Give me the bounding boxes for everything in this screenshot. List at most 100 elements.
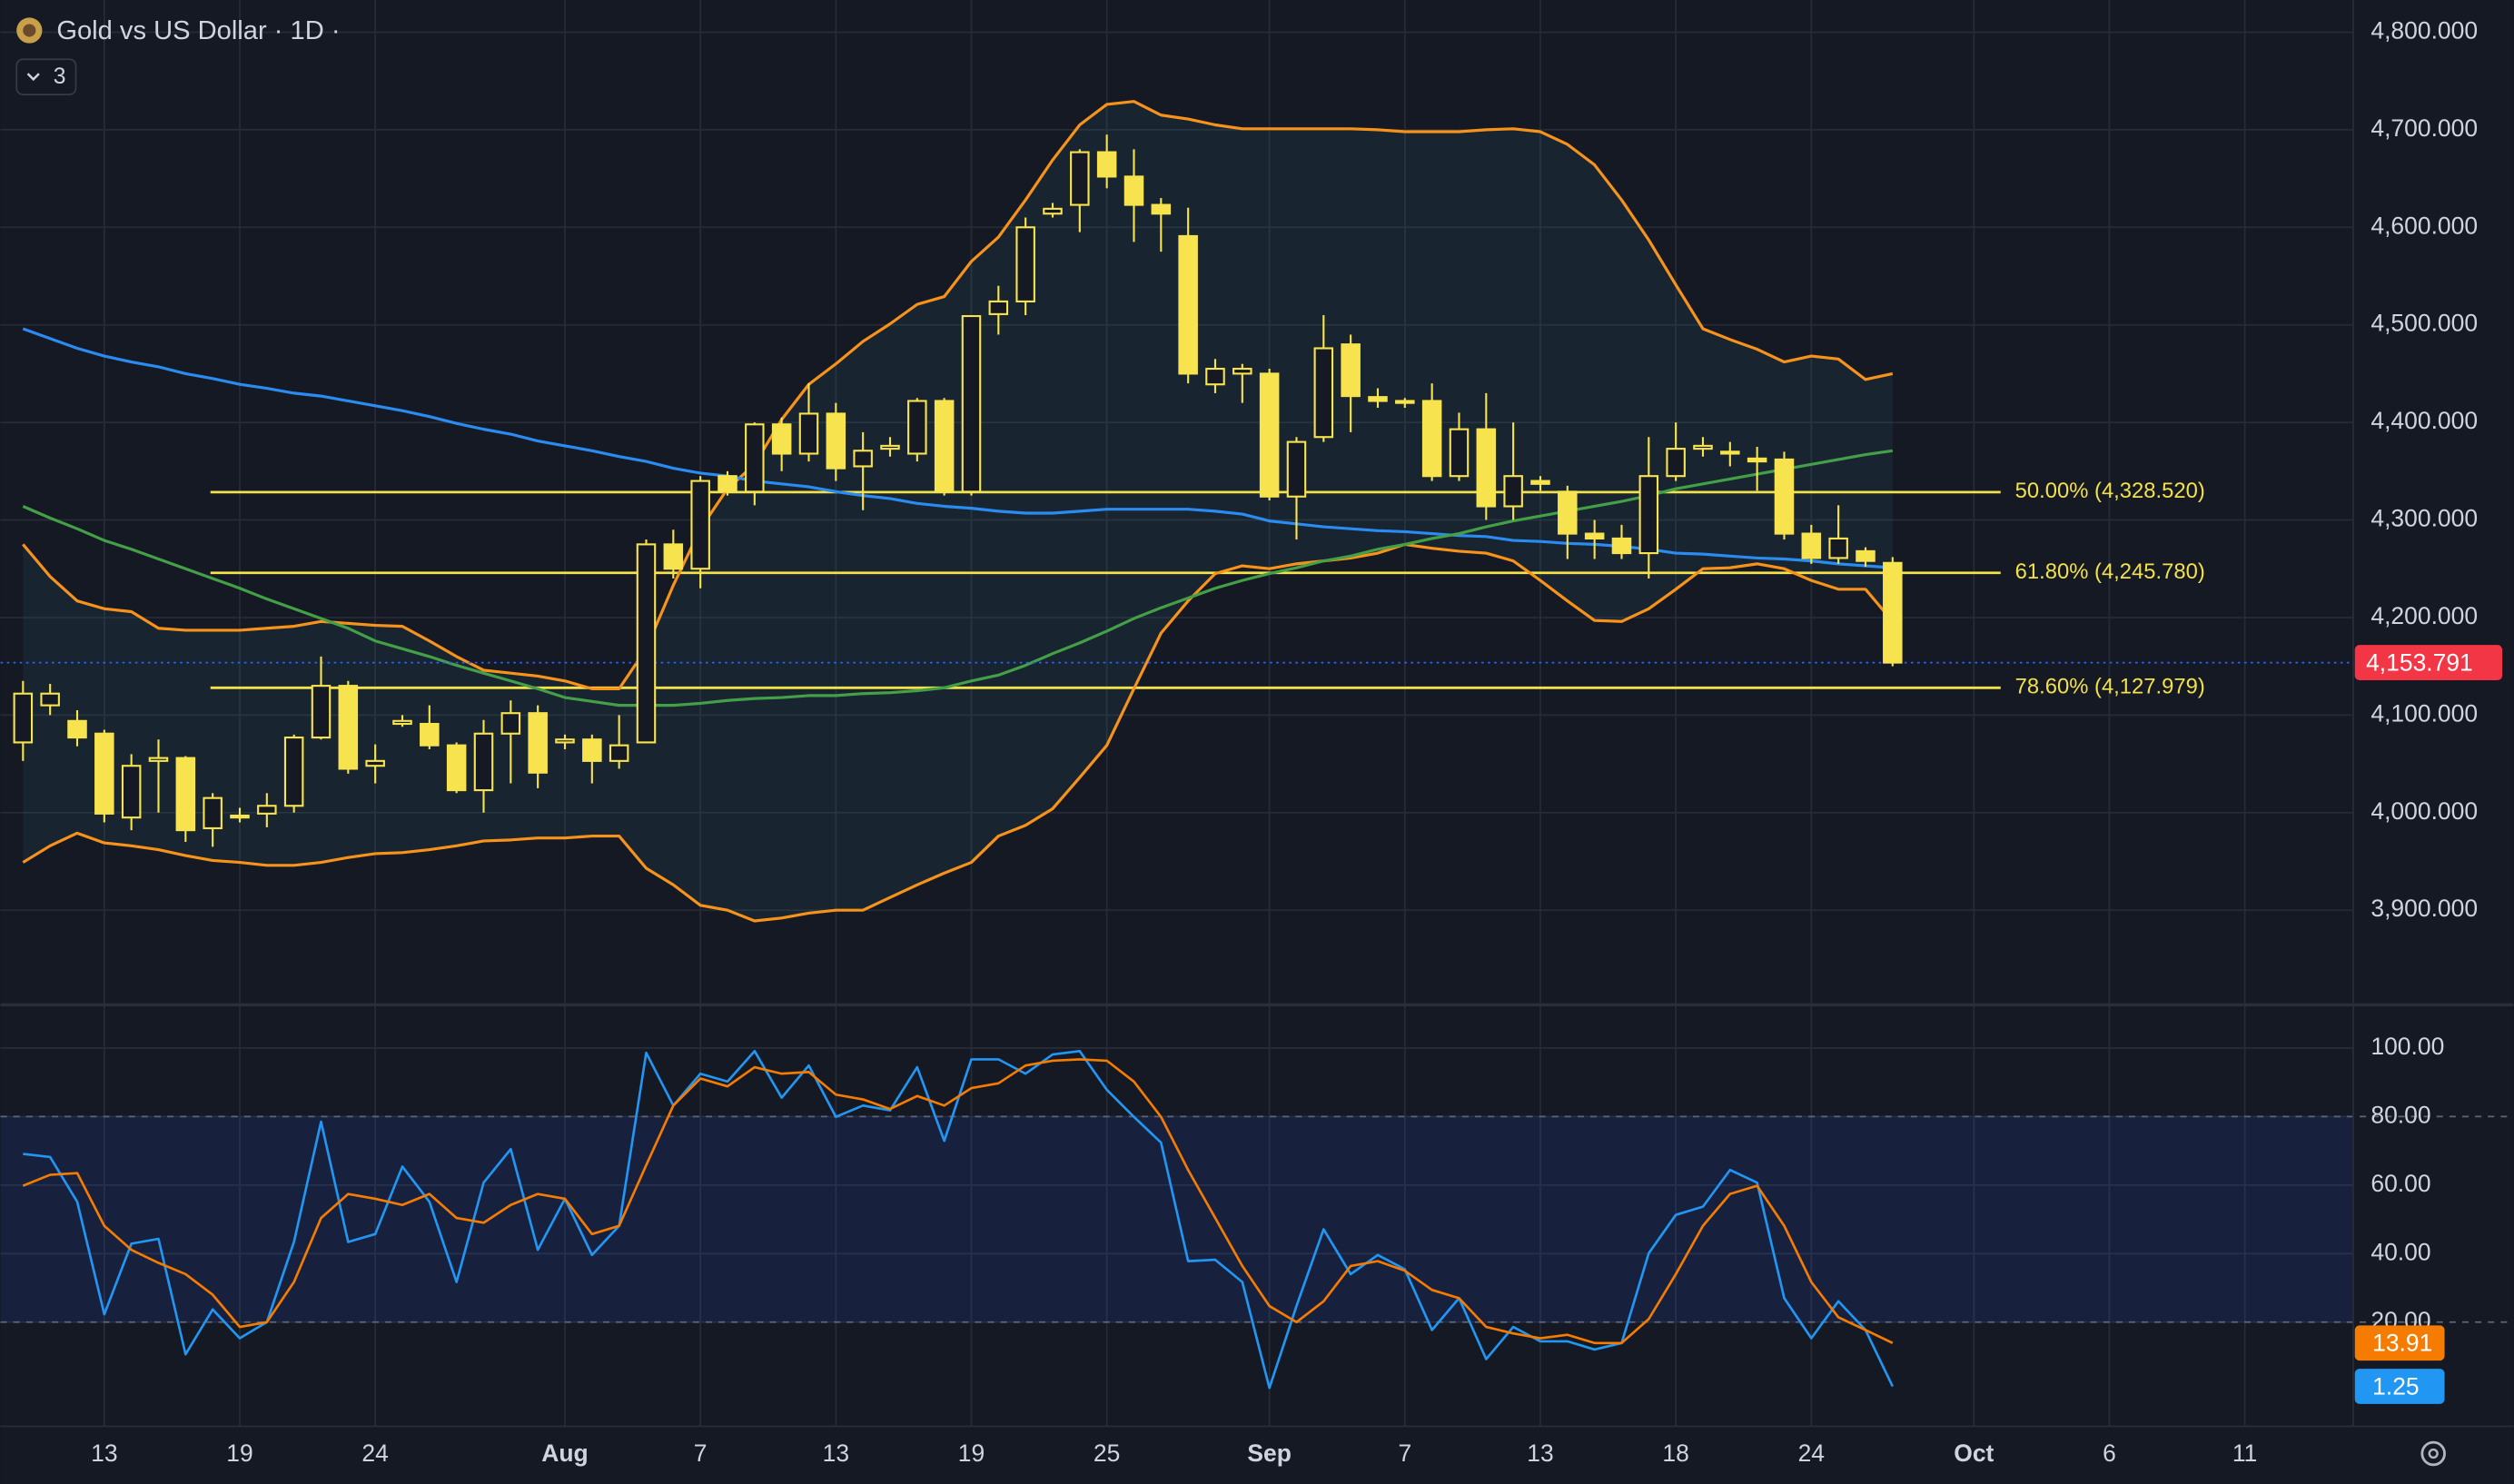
x-tick-label: Oct — [1954, 1439, 1994, 1467]
lines — [0, 100, 2353, 1390]
y-tick-label: 4,100.000 — [2370, 699, 2478, 727]
candle-body-up — [365, 759, 385, 767]
y-tick-label: 40.00 — [2370, 1238, 2430, 1265]
candle-body-down — [1151, 203, 1172, 215]
candle-body-down — [1720, 450, 1740, 455]
candle-body-down — [1584, 532, 1605, 539]
level-band — [0, 1116, 2353, 1322]
candle-body-up — [121, 765, 142, 819]
candle-body-up — [1638, 475, 1659, 555]
candle-body-up — [609, 744, 629, 762]
candle-body-down — [1368, 396, 1388, 402]
indicator-line — [22, 327, 1893, 569]
candle-body-down — [1611, 537, 1632, 555]
y-tick-label: 4,000.000 — [2370, 797, 2478, 825]
x-tick-label: 19 — [226, 1439, 252, 1467]
indicators-toggle[interactable]: 3 — [15, 58, 77, 95]
x-tick-label: 19 — [958, 1439, 985, 1467]
value-box — [2354, 1369, 2445, 1404]
candle-body-up — [392, 719, 412, 726]
candle-body-down — [1476, 428, 1497, 508]
x-tick-label: 6 — [2103, 1439, 2116, 1467]
candle-body-up — [555, 738, 575, 744]
indicator-count: 3 — [54, 64, 66, 89]
candle-body-up — [798, 412, 819, 455]
candle-body-up — [1449, 428, 1470, 478]
settings-button[interactable] — [2420, 1440, 2446, 1467]
candle-body-down — [1774, 458, 1795, 535]
candle-body-down — [1395, 400, 1415, 404]
grid — [0, 0, 2353, 1427]
candle-body-down — [1883, 561, 1903, 664]
value-label: 13.91 — [2372, 1330, 2432, 1357]
candle-body-down — [1421, 400, 1442, 478]
candle-body-up — [257, 805, 277, 815]
labels: 13 19 24 Aug 7 13 19 25 Sep 7 13 18 24 Oct 6 11 3,900.00… — [91, 16, 2503, 1467]
candle-body-down — [1259, 372, 1280, 498]
symbol-icon-inner — [23, 24, 36, 37]
value-box — [2354, 1325, 2445, 1361]
candle-body-up — [1313, 347, 1334, 439]
indicators-button[interactable] — [15, 58, 77, 95]
candle-body-up — [13, 692, 34, 744]
x-tick-label: Aug — [541, 1439, 588, 1467]
fib-label: 78.60% (4,127.979) — [2015, 675, 2205, 699]
candle-body-down — [1123, 175, 1144, 206]
candle-body-up — [1503, 475, 1523, 508]
x-tick-label: 24 — [361, 1439, 388, 1467]
candle-body-down — [1801, 532, 1822, 559]
y-tick-label: 4,300.000 — [2370, 505, 2478, 532]
candle-body-up — [745, 423, 765, 493]
candle-body-down — [338, 685, 359, 770]
stochastic-line — [23, 1050, 1895, 1390]
last-price-label: 4,153.791 — [2366, 648, 2473, 676]
chevron-icon — [26, 73, 40, 82]
fib-label: 50.00% (4,328.520) — [2015, 479, 2205, 503]
indicator-line — [22, 542, 1895, 923]
candle-body-down — [1530, 480, 1550, 485]
candle-body-down — [1341, 343, 1361, 398]
candle-body-down — [1178, 234, 1198, 375]
y-tick-label: 60.00 — [2370, 1170, 2430, 1197]
candles — [13, 134, 1903, 847]
candle-body-up — [853, 450, 873, 468]
y-tick-label: 4,500.000 — [2370, 310, 2478, 337]
fib-levels — [210, 490, 2001, 689]
x-tick-label: 11 — [2232, 1439, 2257, 1467]
candle-body-up — [1205, 367, 1225, 386]
y-tick-label: 4,700.000 — [2370, 114, 2478, 142]
candle-body-up — [636, 543, 657, 744]
candle-body-down — [94, 732, 114, 815]
candle-body-down — [1856, 549, 1876, 562]
x-tick-label: 25 — [1094, 1439, 1120, 1467]
candle-body-up — [1232, 367, 1252, 375]
candle-body-down — [934, 400, 955, 493]
candle-body-down — [1747, 457, 1767, 463]
stochastic-line — [22, 1058, 1894, 1345]
y-tick-label: 3,900.000 — [2370, 895, 2478, 922]
candle-body-up — [203, 796, 223, 830]
candle-body-down — [446, 744, 467, 792]
x-tick-label: 7 — [1398, 1439, 1411, 1467]
candle-body-up — [1070, 151, 1090, 206]
candle-body-up — [907, 400, 927, 455]
x-tick-label: 13 — [91, 1439, 117, 1467]
candle-body-up — [1666, 448, 1686, 478]
x-tick-label: 13 — [1527, 1439, 1553, 1467]
candle-body-up — [690, 480, 710, 570]
value-label: 1.25 — [2372, 1372, 2420, 1400]
candle-body-up — [1015, 226, 1035, 302]
settings-icon[interactable] — [2420, 1440, 2446, 1467]
candle-body-down — [230, 814, 250, 819]
x-tick-label: 18 — [1662, 1439, 1688, 1467]
candle-body-down — [420, 722, 440, 747]
candle-body-up — [500, 712, 521, 735]
y-tick-label: 4,400.000 — [2370, 407, 2478, 434]
chart-title: Gold vs US Dollar · 1D · — [56, 16, 340, 45]
candle-body-down — [528, 712, 548, 774]
candle-body-up — [1043, 207, 1063, 215]
candle-body-up — [283, 737, 304, 807]
